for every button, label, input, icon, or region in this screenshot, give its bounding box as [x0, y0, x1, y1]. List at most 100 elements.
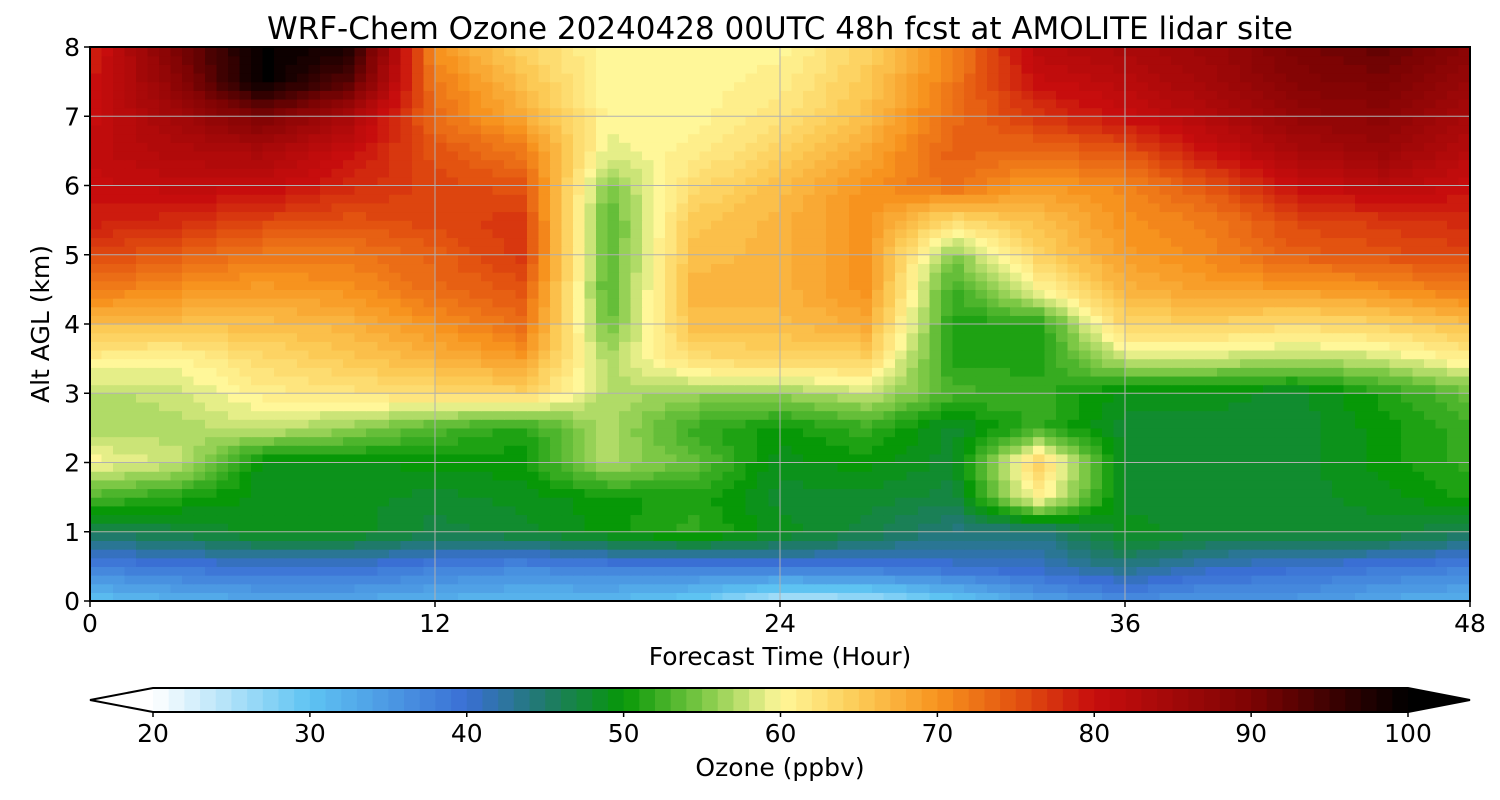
field-cell: [504, 557, 517, 567]
field-cell: [1113, 497, 1126, 507]
field-cell: [584, 505, 597, 516]
field-cell: [1251, 367, 1264, 377]
field-cell: [1401, 410, 1414, 420]
field-cell: [1343, 462, 1356, 472]
field-cell: [1079, 488, 1092, 498]
field-cell: [791, 436, 804, 446]
field-cell: [400, 540, 413, 550]
field-cell: [377, 505, 390, 516]
field-cell: [929, 280, 942, 290]
field-cell: [412, 566, 425, 576]
field-cell: [964, 410, 977, 420]
field-cell: [1067, 575, 1080, 585]
field-cell: [584, 453, 597, 464]
field-cell: [1332, 384, 1345, 394]
field-cell: [1343, 427, 1356, 438]
field-cell: [205, 453, 218, 464]
field-cell: [1205, 384, 1218, 394]
field-cell: [849, 246, 862, 256]
field-cell: [400, 427, 413, 438]
field-cell: [1401, 514, 1414, 524]
field-cell: [883, 575, 896, 585]
field-cell: [90, 272, 103, 282]
field-cell: [1343, 531, 1356, 542]
field-cell: [423, 540, 436, 550]
field-cell: [699, 341, 712, 351]
field-cell: [274, 358, 287, 368]
field-cell: [768, 566, 781, 576]
field-cell: [1263, 263, 1276, 273]
field-cell: [1067, 246, 1080, 256]
field-cell: [964, 272, 977, 282]
field-cell: [1217, 514, 1230, 524]
field-cell: [630, 237, 643, 247]
field-cell: [1182, 557, 1195, 567]
field-cell: [538, 358, 551, 368]
field-cell: [251, 289, 264, 299]
field-cell: [826, 531, 839, 542]
field-cell: [1240, 332, 1253, 342]
field-cell: [665, 367, 678, 377]
field-cell: [136, 384, 149, 394]
field-cell: [170, 531, 183, 542]
field-cell: [159, 531, 172, 542]
field-cell: [584, 401, 597, 412]
field-cell: [239, 341, 252, 351]
field-cell: [435, 497, 448, 507]
field-cell: [262, 246, 275, 256]
field-cell: [1332, 289, 1345, 299]
field-cell: [1435, 246, 1448, 256]
field-cell: [1079, 453, 1092, 464]
field-cell: [113, 549, 126, 559]
field-cell: [1148, 514, 1161, 524]
field-cell: [538, 375, 551, 386]
field-cell: [1033, 341, 1046, 351]
field-cell: [1251, 246, 1264, 256]
field-cell: [929, 531, 942, 542]
field-cell: [1355, 592, 1368, 601]
field-cell: [515, 557, 528, 567]
field-cell: [1148, 246, 1161, 256]
field-cell: [308, 497, 321, 507]
field-cell: [320, 237, 333, 247]
field-cell: [803, 280, 816, 290]
field-cell: [1458, 367, 1470, 377]
field-cell: [1067, 497, 1080, 507]
field-cell: [998, 575, 1011, 585]
field-cell: [182, 583, 195, 593]
field-cell: [297, 566, 310, 576]
field-cell: [124, 280, 137, 290]
field-cell: [1113, 306, 1126, 316]
field-cell: [584, 410, 597, 420]
field-cell: [90, 549, 103, 559]
field-cell: [1424, 575, 1437, 585]
field-cell: [492, 289, 505, 299]
field-cell: [584, 531, 597, 542]
field-cell: [895, 332, 908, 342]
field-cell: [1010, 384, 1023, 394]
field-cell: [906, 497, 919, 507]
field-cell: [1148, 306, 1161, 316]
field-cell: [1401, 549, 1414, 559]
field-cell: [1194, 566, 1207, 576]
field-cell: [1125, 384, 1138, 394]
field-cell: [941, 427, 954, 438]
field-cell: [274, 505, 287, 516]
ozone-field: [90, 47, 1470, 601]
field-cell: [1217, 462, 1230, 472]
field-cell: [446, 375, 459, 386]
field-cell: [630, 497, 643, 507]
field-cell: [331, 453, 344, 464]
field-cell: [1263, 479, 1276, 490]
field-cell: [550, 263, 563, 273]
field-cell: [1182, 488, 1195, 498]
field-cell: [90, 479, 103, 490]
field-cell: [745, 419, 758, 429]
field-cell: [803, 367, 816, 377]
field-cell: [1355, 557, 1368, 567]
field-cell: [1044, 514, 1057, 524]
field-cell: [1447, 393, 1460, 403]
field-cell: [492, 583, 505, 593]
field-cell: [1056, 393, 1069, 403]
field-cell: [504, 341, 517, 351]
